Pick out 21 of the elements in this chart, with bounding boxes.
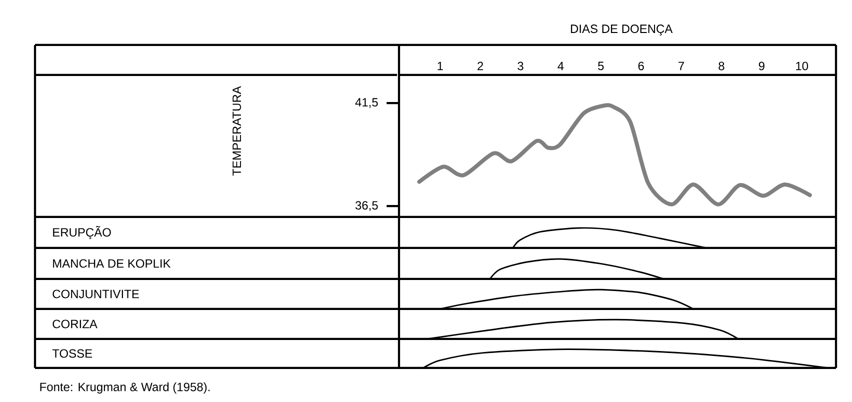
x-tick-label: 8 (718, 62, 724, 70)
x-axis-title: DIAS DE DOENÇA (570, 24, 673, 36)
x-tick-label: 3 (518, 62, 524, 70)
source-note: Fonte: Krugman & Ward (1958). (40, 382, 210, 394)
x-tick-label: 4 (558, 62, 564, 70)
x-tick-label: 5 (598, 62, 604, 70)
x-tick-label: 10 (796, 62, 808, 70)
y-axis-title: MANCHA DE KOPLIK (53, 259, 171, 268)
x-tick-label: 2 (478, 62, 484, 70)
y-axis-title: ERUPÇÃO (53, 226, 111, 240)
x-tick-label: 1 (438, 62, 443, 70)
y-axis-title: TOSSE (52, 349, 92, 358)
y-tick-label: 36,5 (355, 201, 378, 212)
y-axis-title: CORIZA (52, 320, 98, 328)
x-tick-label: 6 (638, 62, 644, 70)
line-series (417, 103, 812, 206)
y-axis-title: TEMPERATURA (232, 86, 242, 176)
y-tick-label: 41,5 (355, 98, 378, 108)
x-tick-label: 7 (678, 62, 684, 70)
x-tick-label: 9 (758, 62, 764, 70)
y-axis-title: CONJUNTIVITE (52, 290, 139, 298)
